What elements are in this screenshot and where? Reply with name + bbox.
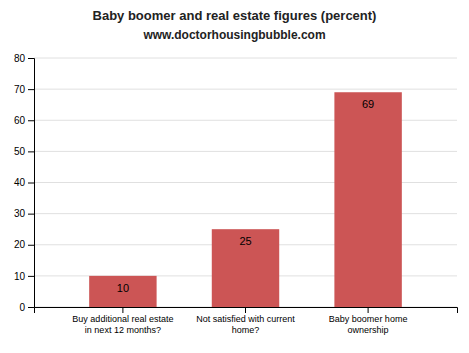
x-axis-line (35, 308, 458, 314)
x-tick-mark (368, 307, 369, 313)
x-tick-label-line: Not satisfied with current (196, 314, 295, 324)
y-tick-label: 70 (14, 84, 26, 95)
y-tick-label: 60 (14, 115, 26, 126)
y-tick-mark (28, 214, 34, 215)
y-tick-label: 50 (14, 146, 26, 157)
bar (89, 276, 156, 307)
y-tick-mark (28, 151, 34, 152)
x-tick-label: Buy additional real estatein next 12 mon… (72, 314, 173, 334)
bar (212, 229, 279, 307)
chart: Baby boomer and real estate figures (per… (0, 0, 469, 353)
y-tick: 0 (19, 302, 34, 313)
x-tick-label-line: Baby boomer home (329, 314, 408, 324)
x-tick-label-line: Buy additional real estate (72, 314, 173, 324)
y-tick-mark (28, 245, 34, 246)
x-tick-label-line: in next 12 months? (85, 325, 161, 335)
y-tick-mark (28, 89, 34, 90)
y-tick-label: 80 (14, 53, 26, 64)
plot: 0 10 20 30 40 50 60 70 80 Buy additional real est… (14, 53, 458, 335)
y-tick-mark (28, 276, 34, 277)
y-axis-line (28, 59, 35, 308)
y-tick-label: 0 (19, 302, 25, 313)
y-tick: 50 (14, 146, 34, 157)
y-tick-label: 30 (14, 208, 26, 219)
bars (89, 92, 402, 307)
x-tick-label-line: home? (232, 325, 260, 335)
y-tick-mark (28, 307, 34, 308)
x-axis: Buy additional real estatein next 12 mon… (35, 307, 458, 335)
y-tick-mark (28, 120, 34, 121)
y-tick: 60 (14, 115, 34, 126)
y-tick: 70 (14, 84, 34, 95)
y-tick-mark (28, 58, 34, 59)
x-tick: Baby boomer homeownership (329, 307, 408, 335)
data-label: 69 (362, 98, 374, 110)
grid (34, 58, 457, 307)
y-tick: 20 (14, 239, 34, 250)
y-tick: 40 (14, 177, 34, 188)
y-tick-label: 40 (14, 177, 26, 188)
y-tick-label: 10 (14, 271, 26, 282)
grid-line (34, 58, 457, 59)
title: Baby boomer and real estate figures (per… (93, 8, 377, 23)
y-tick: 30 (14, 208, 34, 219)
bar (334, 92, 401, 307)
x-tick-label-line: ownership (348, 325, 389, 335)
y-axis: 0 10 20 30 40 50 60 70 80 (14, 53, 35, 313)
x-tick: Not satisfied with currenthome? (196, 307, 295, 335)
data-labels: 10 25 69 (117, 98, 374, 294)
x-tick-mark (245, 307, 246, 313)
x-tick-mark (122, 307, 123, 313)
data-label: 25 (239, 235, 251, 247)
y-tick: 80 (14, 53, 34, 64)
subtitle: www.doctorhousingbubble.com (142, 28, 325, 42)
y-tick: 10 (14, 271, 34, 282)
x-tick-label: Not satisfied with currenthome? (196, 314, 295, 334)
y-tick-label: 20 (14, 239, 26, 250)
x-tick-label: Baby boomer homeownership (329, 314, 408, 334)
x-tick: Buy additional real estatein next 12 mon… (72, 307, 173, 335)
y-tick-mark (28, 183, 34, 184)
grid-line (34, 89, 457, 90)
data-label: 10 (117, 282, 129, 294)
